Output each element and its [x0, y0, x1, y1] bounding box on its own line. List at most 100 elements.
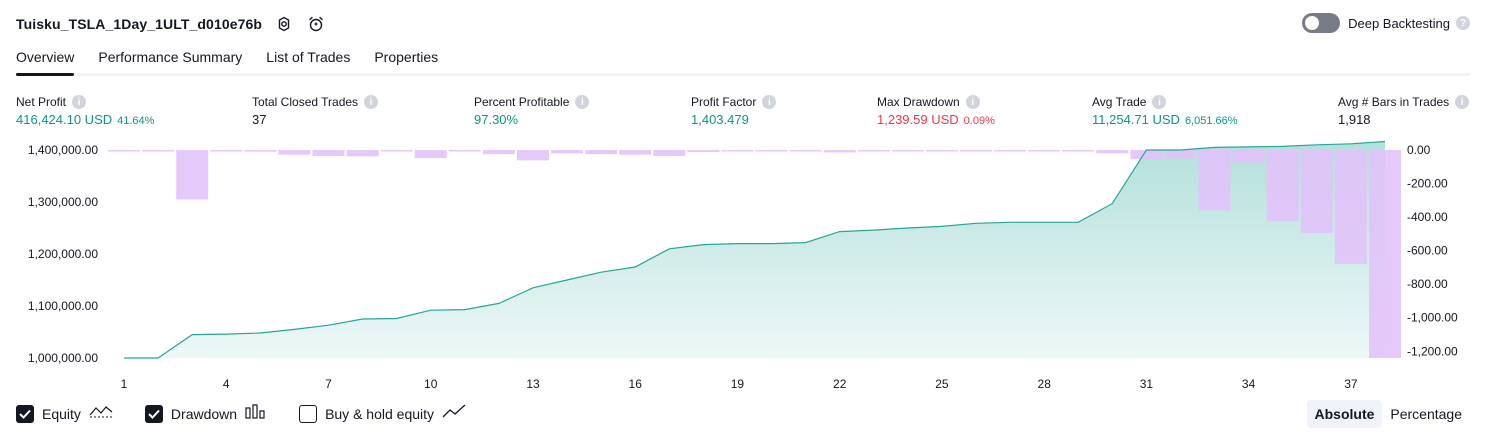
x-axis-tick: 31: [1140, 377, 1154, 391]
x-axis-tick: 13: [526, 377, 540, 391]
absolute-button[interactable]: Absolute: [1306, 400, 1383, 428]
drawdown-bar: [1164, 150, 1197, 159]
metric-profit-factor: Profit Factor i 1,403.479: [691, 94, 777, 127]
x-axis-tick: 28: [1038, 377, 1052, 391]
drawdown-checkbox[interactable]: [144, 404, 163, 423]
drawdown-bar: [755, 150, 788, 152]
drawdown-bar: [653, 150, 686, 156]
tab-overview[interactable]: Overview: [16, 46, 75, 76]
drawdown-bar: [994, 150, 1027, 152]
drawdown-bar: [1232, 150, 1265, 163]
toggle-knob: [1305, 16, 1320, 30]
tab-performance-summary[interactable]: Performance Summary: [98, 49, 243, 65]
drawdown-bar: [1062, 150, 1095, 152]
metric-total-closed-trades: Total Closed Trades i 37: [252, 94, 379, 127]
equity-label: Equity: [42, 405, 81, 422]
drawdown-bar: [1334, 150, 1367, 265]
info-icon[interactable]: i: [965, 95, 980, 109]
drawdown-bar: [108, 150, 140, 152]
equity-line-icon: [89, 403, 113, 424]
right-axis-tick: -400.00: [1407, 210, 1448, 224]
info-icon[interactable]: i: [1455, 95, 1470, 109]
drawdown-toggle[interactable]: Drawdown: [144, 403, 267, 424]
info-icon[interactable]: i: [575, 95, 590, 109]
net-profit-value: 416,424.10 USD: [16, 112, 113, 127]
left-axis-tick: 1,000,000.00: [28, 351, 98, 365]
equity-toggle[interactable]: Equity: [16, 403, 113, 424]
avg-trade-value: 11,254.71 USD: [1092, 112, 1180, 127]
right-axis-tick: -1,000.00: [1407, 311, 1458, 325]
right-axis-tick: -200.00: [1407, 177, 1448, 191]
drawdown-bar: [1300, 150, 1333, 233]
tab-list-of-trades[interactable]: List of Trades: [266, 49, 351, 65]
equity-checkbox[interactable]: [16, 404, 34, 423]
deep-backtesting-label: Deep Backtesting: [1348, 15, 1450, 31]
drawdown-bar: [551, 150, 583, 154]
max-drawdown-value: 1,239.59 USD: [877, 112, 959, 127]
metric-net-profit: Net Profit i 416,424.10 USD 41.64%: [16, 94, 154, 127]
add-alert-icon[interactable]: [306, 14, 326, 34]
drawdown-bar: [346, 150, 379, 157]
x-axis-tick: 16: [629, 377, 643, 391]
metric-max-drawdown: Max Drawdown i 1,239.59 USD 0.09%: [877, 94, 995, 127]
view-mode-switch: Absolute Percentage: [1306, 400, 1471, 428]
drawdown-bar: [1028, 150, 1061, 152]
drawdown-bar: [448, 150, 481, 152]
drawdown-bar: [1369, 150, 1401, 358]
right-axis-tick: 0.00: [1407, 143, 1431, 157]
drawdown-bar: [789, 150, 822, 152]
tab-bar: Overview Performance Summary List of Tra…: [16, 46, 1470, 76]
tab-properties[interactable]: Properties: [374, 49, 439, 65]
drawdown-bar: [278, 150, 311, 155]
x-axis-tick: 37: [1344, 377, 1358, 391]
equity-drawdown-chart: 1,400,000.00 1,300,000.00 1,200,000.00 1,10…: [28, 140, 1458, 391]
deep-backtesting-control: Deep Backtesting ?: [1302, 13, 1470, 33]
buy-hold-line-icon: [442, 403, 466, 424]
buy-hold-checkbox[interactable]: [299, 404, 318, 423]
chart-legend: Equity Drawdown Buy & hold equity: [16, 403, 498, 424]
drawdown-bar: [210, 150, 243, 152]
x-axis-tick: 10: [424, 377, 438, 391]
drawdown-bar: [517, 150, 549, 161]
drawdown-bar: [619, 150, 652, 155]
drawdown-bar: [142, 150, 175, 152]
max-drawdown-percent: 0.09%: [963, 115, 995, 127]
info-icon[interactable]: i: [1152, 95, 1167, 109]
metric-avg-trade: Avg Trade i 11,254.71 USD 6,051.66%: [1092, 94, 1238, 127]
drawdown-bar: [414, 150, 447, 159]
left-axis-tick: 1,100,000.00: [28, 299, 98, 313]
percentage-button[interactable]: Percentage: [1390, 406, 1462, 422]
buy-hold-label: Buy & hold equity: [325, 405, 435, 422]
left-axis-tick: 1,200,000.00: [28, 247, 98, 261]
drawdown-bars-icon: [245, 403, 267, 424]
avg-bars-value: 1,918: [1338, 112, 1371, 127]
metric-label: Profit Factor: [691, 95, 757, 109]
drawdown-bar: [823, 150, 856, 153]
drawdown-bar: [380, 150, 413, 152]
metric-label: Avg # Bars in Trades: [1338, 95, 1450, 109]
right-axis-tick: -800.00: [1407, 277, 1448, 291]
drawdown-bar: [1266, 150, 1299, 222]
total-closed-trades-value: 37: [252, 112, 267, 127]
settings-icon[interactable]: [274, 14, 294, 34]
drawdown-bar: [1096, 150, 1129, 154]
left-axis-tick: 1,400,000.00: [28, 143, 98, 157]
percent-profitable-value: 97.30%: [474, 112, 519, 127]
metric-label: Total Closed Trades: [252, 95, 359, 109]
drawdown-bar: [687, 150, 720, 152]
drawdown-bar: [312, 150, 345, 156]
drawdown-bar: [891, 150, 924, 152]
metric-label: Max Drawdown: [877, 95, 960, 109]
info-icon[interactable]: i: [364, 95, 379, 109]
info-icon[interactable]: i: [72, 95, 87, 109]
buy-hold-toggle[interactable]: Buy & hold equity: [299, 403, 466, 424]
equity-line: [124, 140, 1386, 359]
x-axis-tick: 22: [833, 377, 847, 391]
help-icon[interactable]: ?: [1456, 16, 1470, 30]
deep-backtesting-toggle[interactable]: [1302, 13, 1341, 33]
net-profit-percent: 41.64%: [117, 115, 155, 127]
info-icon[interactable]: i: [762, 95, 777, 109]
equity-area: [124, 141, 1385, 358]
metric-percent-profitable: Percent Profitable i 97.30%: [474, 94, 590, 127]
strategy-name: Tuisku_TSLA_1Day_1ULT_d010e76b: [16, 16, 263, 32]
